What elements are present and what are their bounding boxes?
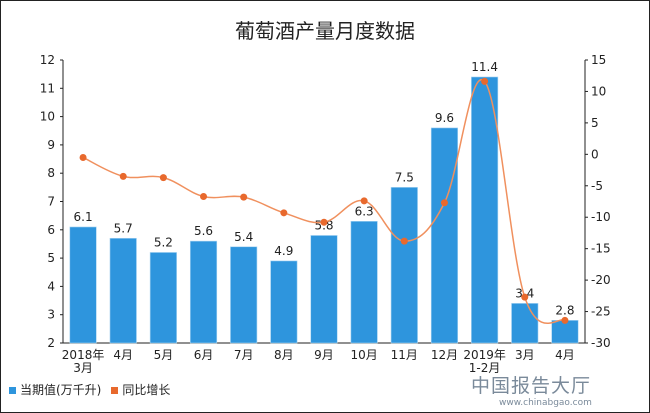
bar	[390, 187, 418, 344]
right-tick-label: 5	[591, 116, 599, 130]
line-point	[561, 316, 569, 324]
bar	[69, 226, 97, 344]
bar	[430, 127, 459, 344]
x-tick-label: 7月	[234, 348, 254, 362]
line-point	[320, 218, 328, 226]
left-tick-label: 10	[40, 110, 55, 124]
left-tick-label: 4	[47, 279, 55, 293]
bar-data-label: 3.4	[515, 286, 534, 300]
x-tick-label: 4月	[113, 348, 133, 362]
bar-data-label: 5.7	[114, 221, 133, 235]
x-tick-label: 1-2月	[469, 361, 501, 375]
bar	[149, 252, 177, 344]
legend-label-line: 同比增长	[122, 383, 171, 397]
x-tick-label: 8月	[274, 348, 294, 362]
line-point	[79, 153, 87, 161]
right-tick-label: -20	[591, 273, 611, 287]
right-tick-label: -25	[591, 305, 611, 319]
line-point	[159, 174, 167, 182]
line-point	[200, 192, 208, 200]
line-point	[360, 197, 368, 205]
x-tick-label: 10月	[351, 348, 378, 362]
legend-item-line[interactable]: 同比增长	[111, 381, 170, 398]
line-point	[280, 209, 288, 217]
line-series	[82, 78, 566, 325]
right-tick-label: -30	[591, 336, 611, 350]
bar	[270, 260, 298, 344]
bar-data-label: 2.8	[555, 303, 574, 317]
legend: 当期值(万千升) 同比增长	[9, 381, 170, 398]
bar-data-label: 6.1	[74, 210, 93, 224]
bar	[350, 221, 378, 344]
x-tick-label: 11月	[391, 348, 418, 362]
line-point	[400, 237, 408, 245]
right-tick-label: -15	[591, 242, 611, 256]
left-tick-label: 5	[47, 251, 55, 265]
right-tick-label: 0	[591, 147, 599, 161]
x-tick-label: 3月	[515, 348, 535, 362]
legend-item-bar[interactable]: 当期值(万千升)	[9, 381, 101, 398]
right-tick-label: 15	[591, 53, 606, 67]
bar	[511, 303, 539, 344]
left-tick-label: 2	[47, 336, 55, 350]
right-tick-label: -5	[591, 179, 603, 193]
watermark-url: www.chinabgao.com	[499, 398, 592, 408]
x-tick-label: 9月	[314, 348, 334, 362]
right-tick-label: 10	[591, 84, 606, 98]
left-tick-label: 12	[40, 53, 55, 67]
bar-data-label: 5.2	[154, 235, 173, 249]
x-tick-label: 4月	[555, 348, 575, 362]
bar-data-label: 11.4	[471, 60, 498, 74]
bar-data-label: 7.5	[395, 170, 414, 184]
left-tick-label: 9	[47, 138, 55, 152]
bar-data-label: 5.4	[234, 230, 253, 244]
bar	[310, 235, 338, 344]
legend-swatch-line	[111, 387, 119, 394]
line-point	[521, 293, 529, 301]
x-tick-label: 6月	[194, 348, 214, 362]
line-point	[240, 193, 248, 201]
watermark-logo: 中国报告大厅 www.chinabgao.com	[471, 371, 592, 408]
x-tick-label: 12月	[431, 348, 458, 362]
bar	[109, 237, 137, 344]
bar	[189, 240, 218, 344]
x-tick-label: 3月	[73, 361, 93, 375]
line-point	[440, 199, 448, 207]
right-tick-label: -10	[591, 210, 611, 224]
left-tick-label: 7	[47, 195, 55, 209]
bar	[471, 76, 499, 344]
left-tick-label: 8	[47, 166, 55, 180]
left-tick-label: 11	[40, 81, 55, 95]
left-tick-label: 6	[47, 223, 55, 237]
bar	[230, 246, 258, 344]
line-point	[481, 77, 489, 85]
bar-data-label: 5.6	[194, 224, 213, 238]
legend-swatch-bar	[9, 387, 16, 394]
x-tick-label: 5月	[154, 348, 174, 362]
line-point	[119, 172, 127, 180]
bar-data-label: 4.9	[274, 244, 293, 258]
bar-data-label: 6.3	[355, 204, 374, 218]
legend-label-bar: 当期值(万千升)	[20, 383, 102, 397]
x-tick-label: 2018年	[62, 348, 105, 362]
left-tick-label: 3	[47, 308, 55, 322]
watermark-name: 中国报告大厅	[471, 375, 592, 397]
x-tick-label: 2019年	[463, 348, 506, 362]
chart-title: 葡萄酒产量月度数据	[235, 19, 415, 43]
bar-data-label: 9.6	[435, 111, 454, 125]
